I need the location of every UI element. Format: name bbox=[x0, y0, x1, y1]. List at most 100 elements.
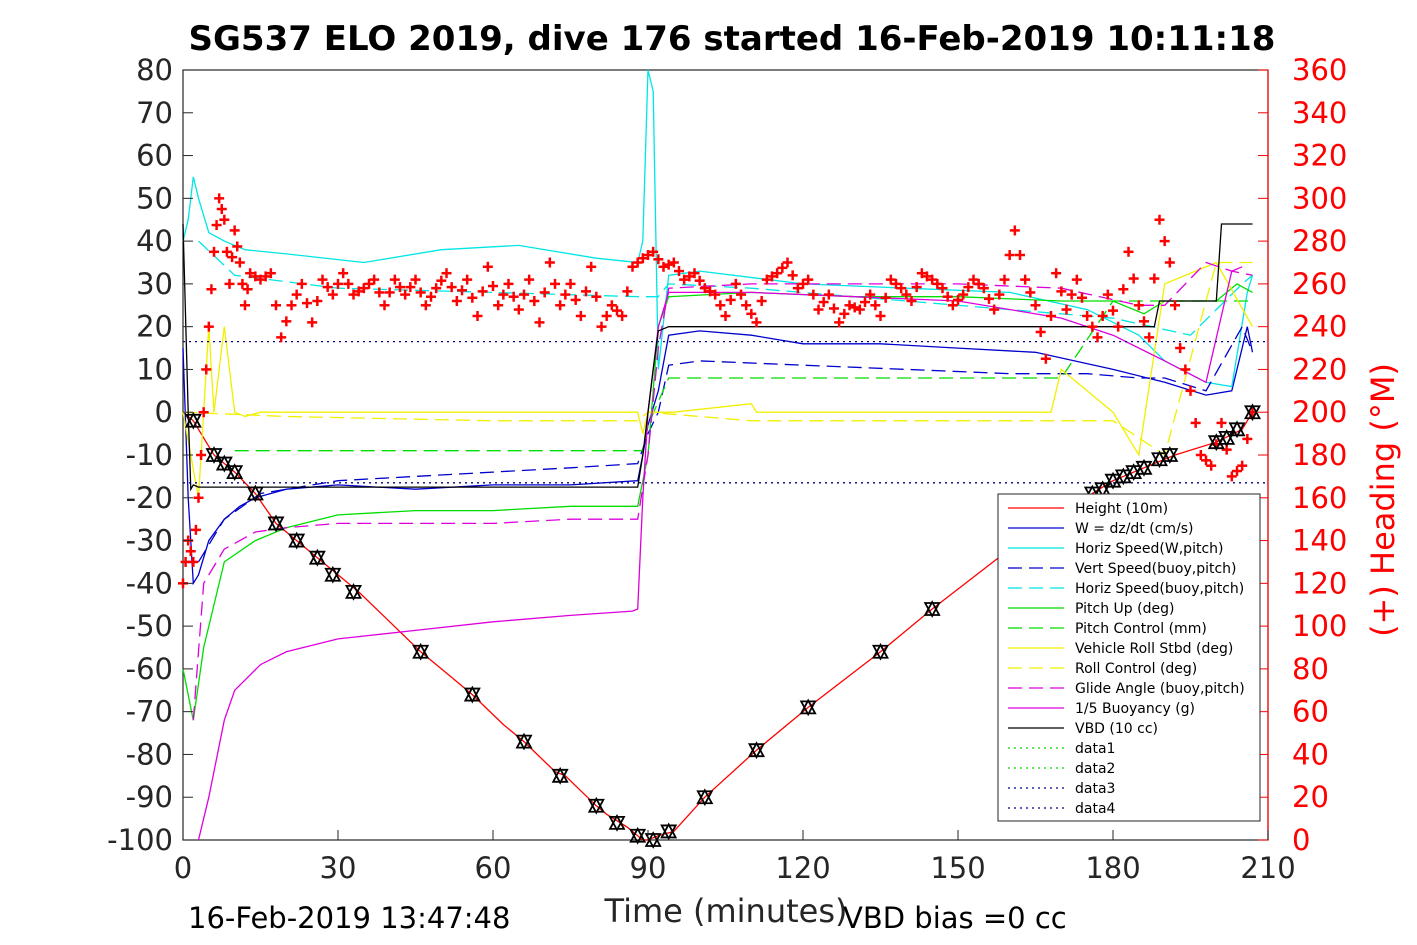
right-axis-label: (+) Heading (°M) bbox=[1364, 363, 1402, 637]
right-tick-label: 160 bbox=[1292, 481, 1347, 515]
left-tick-label: 80 bbox=[136, 53, 173, 87]
depth-marker bbox=[608, 813, 626, 832]
left-tick-label: 20 bbox=[136, 310, 173, 344]
heading-point bbox=[968, 274, 979, 285]
heading-point bbox=[379, 300, 390, 311]
series-line-pitch-up-deg bbox=[182, 283, 1253, 721]
depth-marker bbox=[696, 788, 714, 807]
heading-point bbox=[451, 296, 462, 306]
heading-point bbox=[581, 286, 591, 297]
heading-point bbox=[1051, 268, 1062, 279]
heading-point bbox=[730, 278, 741, 289]
heading-point bbox=[632, 257, 643, 268]
heading-point bbox=[792, 283, 803, 294]
heading-point bbox=[1056, 286, 1067, 297]
x-tick-label: 180 bbox=[1085, 851, 1140, 885]
depth-marker bbox=[246, 484, 264, 503]
left-axis: 80 70 60 50 40 30 20 10 0 -10 -20 -30 -40 -50 -60 -70 -8… bbox=[107, 53, 193, 857]
heading-point bbox=[1009, 225, 1020, 236]
heading-point bbox=[488, 281, 498, 292]
heading-point bbox=[1128, 273, 1139, 284]
heading-point bbox=[710, 289, 721, 300]
heading-point bbox=[818, 297, 829, 308]
heading-point bbox=[958, 289, 969, 300]
heading-point bbox=[327, 289, 338, 300]
left-tick-label: 70 bbox=[136, 96, 173, 130]
heading-point bbox=[1242, 433, 1253, 444]
heading-point bbox=[374, 287, 385, 298]
series-line-roll-control-deg bbox=[182, 261, 1253, 457]
heading-point bbox=[1159, 236, 1170, 247]
heading-point bbox=[994, 289, 1005, 300]
depth-marker bbox=[660, 822, 678, 841]
heading-point bbox=[1144, 332, 1155, 343]
heading-point bbox=[1087, 321, 1098, 332]
legend-item-data2: data2 bbox=[1008, 761, 1115, 777]
left-tick-label: 60 bbox=[136, 139, 173, 173]
heading-point bbox=[1004, 250, 1015, 261]
right-tick-label: 240 bbox=[1292, 310, 1347, 344]
legend-label: Vert Speed(buoy,pitch) bbox=[1075, 561, 1237, 577]
legend-item-horiz-speed-w-pitch: Horiz Speed(W,pitch) bbox=[1008, 541, 1223, 557]
heading-point bbox=[741, 300, 752, 311]
heading-point bbox=[1216, 417, 1227, 428]
heading-point bbox=[627, 261, 638, 272]
right-tick-label: 180 bbox=[1292, 438, 1347, 472]
heading-point bbox=[281, 316, 292, 327]
legend-label: Glide Angle (buoy,pitch) bbox=[1075, 681, 1245, 697]
heading-point bbox=[255, 274, 266, 285]
heading-point bbox=[1180, 364, 1191, 375]
heading-point bbox=[216, 204, 227, 215]
heading-point bbox=[596, 321, 607, 332]
right-tick-label: 200 bbox=[1292, 395, 1347, 429]
heading-point bbox=[206, 284, 217, 295]
heading-point bbox=[1113, 321, 1124, 332]
heading-point bbox=[637, 253, 648, 264]
heading-point bbox=[901, 289, 912, 300]
heading-point bbox=[1232, 466, 1242, 477]
heading-point bbox=[498, 289, 509, 300]
footer-timestamp: 16-Feb-2019 13:47:48 bbox=[188, 901, 510, 935]
heading-point bbox=[534, 317, 545, 328]
legend-item-vehicle-roll-stbd-deg: Vehicle Roll Stbd (deg) bbox=[1008, 641, 1233, 657]
right-tick-label: 260 bbox=[1292, 267, 1347, 301]
heading-point bbox=[1206, 460, 1217, 471]
heading-point bbox=[1237, 460, 1248, 471]
heading-point bbox=[953, 294, 963, 305]
heading-point bbox=[519, 289, 529, 300]
heading-point bbox=[333, 278, 343, 289]
legend-label: data4 bbox=[1075, 801, 1116, 817]
heading-point bbox=[389, 274, 400, 285]
heading-point bbox=[467, 292, 478, 303]
depth-marker bbox=[308, 548, 326, 567]
left-tick-label: -30 bbox=[126, 524, 173, 558]
x-axis-label: Time (minutes) bbox=[604, 892, 848, 930]
depth-marker bbox=[644, 831, 662, 849]
heading-point bbox=[198, 407, 209, 418]
heading-point bbox=[927, 274, 938, 285]
right-tick-label: 220 bbox=[1292, 352, 1347, 386]
legend-box bbox=[997, 493, 1261, 822]
heading-point bbox=[234, 257, 245, 268]
heading-point bbox=[1015, 250, 1025, 261]
heading-point bbox=[312, 296, 323, 306]
heading-point bbox=[1030, 300, 1041, 311]
heading-point bbox=[617, 310, 628, 321]
right-tick-label: 140 bbox=[1292, 524, 1347, 558]
heading-point bbox=[870, 300, 881, 311]
heading-point bbox=[240, 300, 250, 311]
legend-item-horiz-speed-buoy-pitch: Horiz Speed(buoy,pitch) bbox=[1008, 581, 1244, 597]
heading-point bbox=[513, 304, 524, 315]
legend-item-vbd-10-cc: VBD (10 cc) bbox=[1008, 721, 1158, 737]
legend-label: Pitch Control (mm) bbox=[1075, 621, 1207, 637]
heading-point bbox=[947, 300, 958, 311]
right-tick-label: 100 bbox=[1292, 609, 1347, 643]
heading-point bbox=[777, 262, 788, 273]
heading-point bbox=[1035, 327, 1046, 338]
heading-point bbox=[1097, 310, 1108, 321]
legend-label: Height (10m) bbox=[1075, 501, 1168, 517]
legend-label: 1/5 Buoyancy (g) bbox=[1075, 701, 1195, 717]
heading-point bbox=[653, 254, 664, 265]
heading-point bbox=[885, 274, 896, 285]
heading-point bbox=[916, 268, 927, 279]
